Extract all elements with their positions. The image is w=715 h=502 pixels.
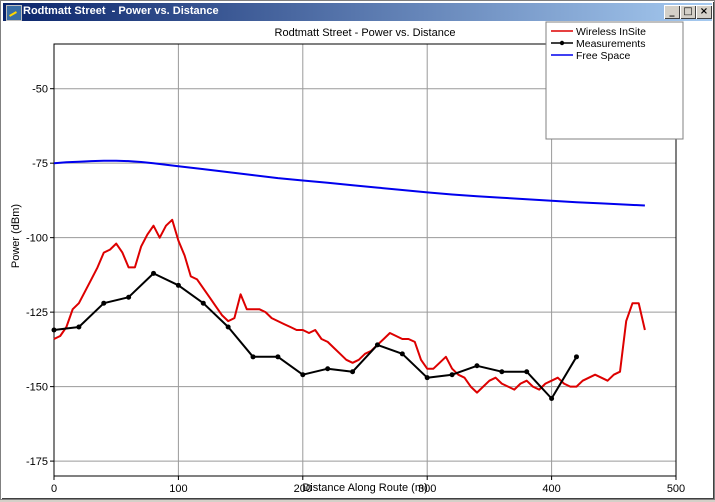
x-tick-label: 300 — [418, 483, 436, 495]
data-point-measurements — [573, 354, 579, 360]
x-axis-label: Distance Along Route (m) — [302, 482, 427, 494]
y-tick-label: -150 — [26, 382, 48, 394]
y-tick-label: -175 — [26, 456, 48, 468]
window-title: Rodtmatt Street - Power vs. Distance — [23, 5, 219, 17]
data-point-measurements — [225, 324, 231, 330]
data-point-measurements — [374, 342, 380, 348]
title-bar[interactable]: Rodtmatt Street - Power vs. Distance _ □… — [3, 3, 712, 21]
maximize-button[interactable]: □ — [680, 5, 696, 19]
y-tick-label: -75 — [32, 158, 48, 170]
close-button[interactable]: × — [696, 5, 712, 19]
plot-frame — [53, 43, 677, 477]
y-tick-label: -50 — [32, 84, 48, 96]
data-point-measurements — [175, 282, 181, 288]
data-point-measurements — [474, 363, 480, 369]
data-point-measurements — [300, 372, 306, 378]
legend-label-free-space: Free Space — [576, 50, 630, 62]
data-point-measurements — [200, 300, 206, 306]
x-tick-label: 500 — [667, 483, 685, 495]
data-point-measurements — [449, 372, 455, 378]
legend-box — [545, 21, 684, 140]
data-point-measurements — [325, 366, 331, 372]
data-point-measurements — [250, 354, 256, 360]
data-point-measurements — [424, 375, 430, 381]
chart-title: Rodtmatt Street - Power vs. Distance — [275, 27, 456, 39]
data-point-measurements — [51, 327, 57, 333]
x-tick-label: 100 — [169, 483, 187, 495]
data-point-measurements — [101, 300, 107, 306]
data-point-measurements — [549, 396, 555, 402]
axis-ticks: 0 100 200 300 400 500 -50 -75 -100 -125 -150 -175 — [26, 84, 685, 495]
data-point-measurements — [399, 351, 405, 357]
legend-label-wireless-insite: Wireless InSite — [576, 26, 646, 38]
chart-area: Rodtmatt Street - Power vs. Distance 0 10… — [3, 21, 712, 497]
data-point-measurements — [350, 369, 356, 375]
legend-label-measurements: Measurements — [576, 38, 645, 50]
y-tick-label: -100 — [26, 233, 48, 245]
y-tick-label: -125 — [26, 307, 48, 319]
minimize-button[interactable]: _ — [664, 5, 680, 19]
y-axis-label: Power (dBm) — [10, 204, 22, 268]
series-group — [51, 159, 646, 402]
data-point-measurements — [275, 354, 281, 360]
data-point-measurements — [499, 369, 505, 375]
x-tick-label: 0 — [51, 483, 57, 495]
series-line-free-space — [53, 159, 645, 207]
data-point-measurements — [76, 324, 82, 330]
series-line-wireless-insite — [53, 218, 646, 394]
app-icon[interactable] — [6, 5, 22, 21]
data-point-measurements — [126, 294, 132, 300]
data-point-measurements — [151, 270, 157, 276]
legend-marker-measurements — [559, 40, 565, 46]
data-point-measurements — [524, 369, 530, 375]
x-tick-label: 200 — [294, 483, 312, 495]
series-line-measurements — [53, 272, 578, 400]
power-distance-chart: Rodtmatt Street - Power vs. Distance 0 10… — [10, 21, 685, 495]
x-tick-label: 400 — [542, 483, 560, 495]
